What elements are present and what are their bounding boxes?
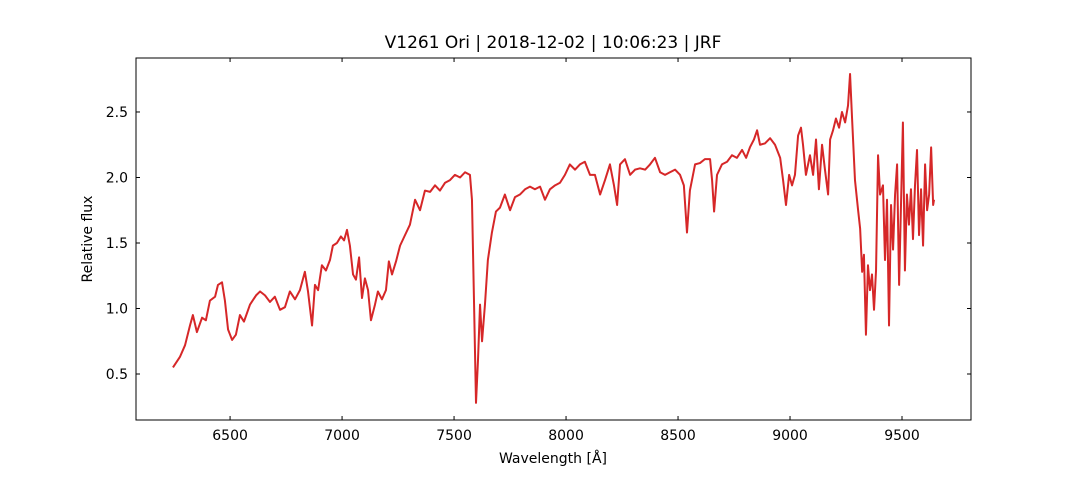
y-tick-label: 2.5 [106,105,128,121]
y-tick-label: 0.5 [106,367,128,383]
spectrum-line [172,72,936,404]
y-tick-label: 1.5 [106,236,128,252]
y-axis-label: Relative flux [80,196,96,283]
x-tick-label: 9500 [884,428,920,444]
chart-title: V1261 Ori | 2018-12-02 | 10:06:23 | JRF [385,33,722,53]
x-tick-label: 7500 [436,428,472,444]
y-tick-label: 2.0 [106,170,128,186]
x-tick-label: 9000 [772,428,808,444]
x-tick-label: 7000 [324,428,360,444]
plot-frame [135,57,972,421]
x-axis-label: Wavelength [Å] [499,450,607,467]
x-tick-label: 8000 [548,428,584,444]
y-tick-label: 1.0 [106,302,128,318]
x-tick-label: 8500 [660,428,696,444]
x-tick-label: 6500 [212,428,248,444]
